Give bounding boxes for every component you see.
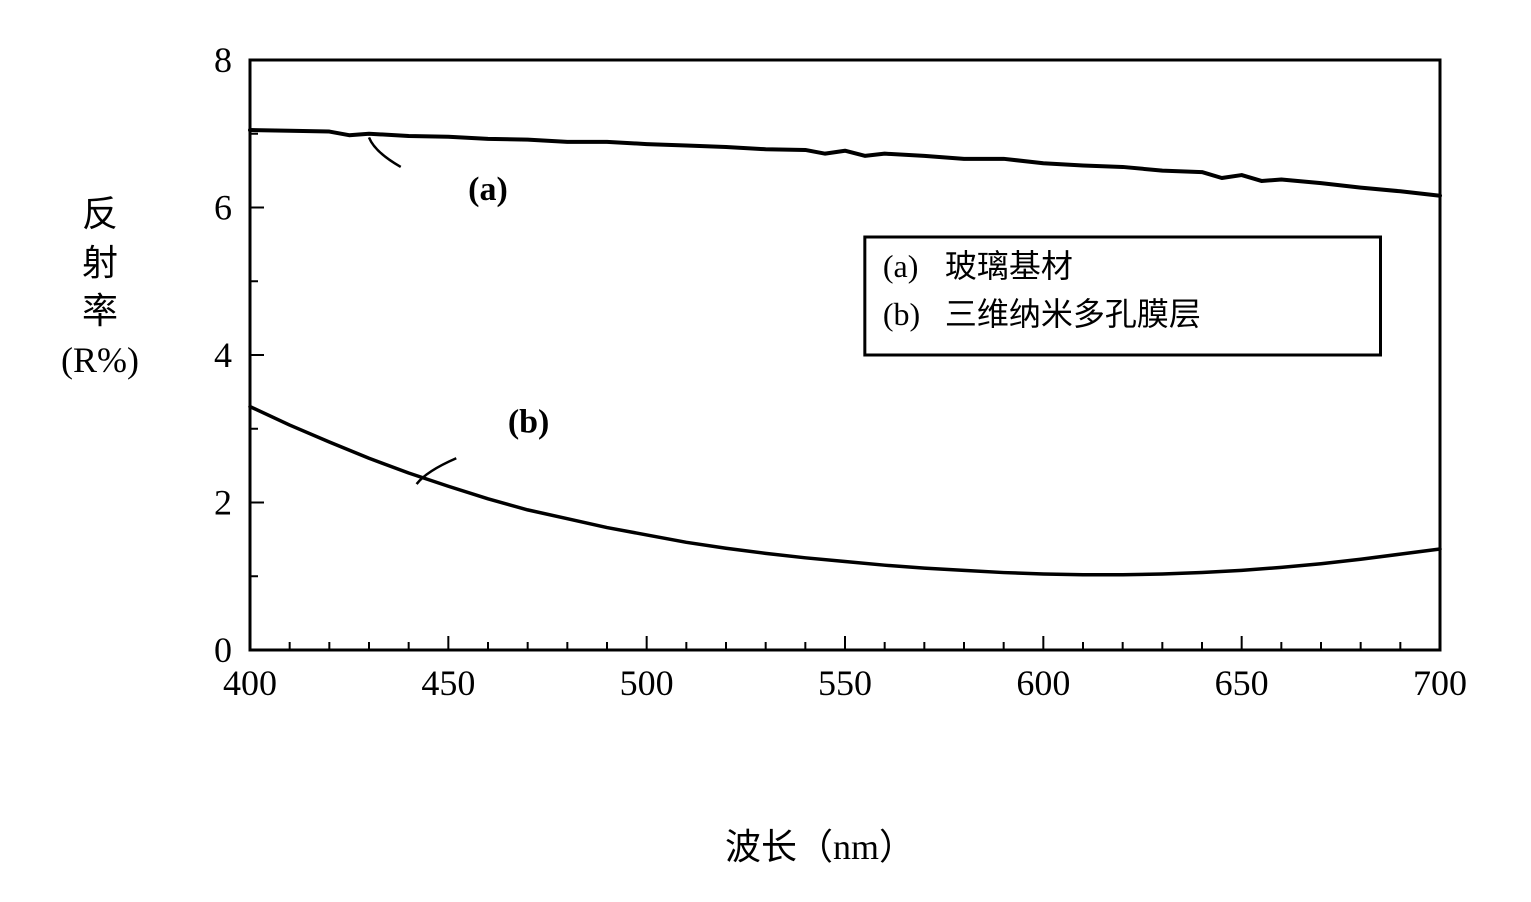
svg-text:(a): (a) (468, 171, 508, 208)
svg-text:550: 550 (818, 663, 872, 703)
svg-text:玻璃基材: 玻璃基材 (945, 248, 1073, 284)
x-axis-label: 波长（nm） (170, 818, 1470, 870)
x-axis-label-text: 波长（nm） (725, 827, 915, 867)
svg-text:600: 600 (1016, 663, 1070, 703)
svg-text:0: 0 (214, 630, 232, 670)
svg-text:700: 700 (1413, 663, 1467, 703)
y-axis-label-char: (R%) (40, 336, 160, 385)
svg-text:(a): (a) (883, 248, 919, 284)
svg-text:6: 6 (214, 188, 232, 228)
svg-text:2: 2 (214, 483, 232, 523)
y-axis-label-char: 射 (40, 239, 160, 288)
svg-text:(b): (b) (883, 296, 920, 332)
y-axis-label-char: 反 (40, 190, 160, 239)
svg-text:500: 500 (620, 663, 674, 703)
svg-text:(b): (b) (508, 403, 550, 440)
svg-text:三维纳米多孔膜层: 三维纳米多孔膜层 (945, 296, 1201, 332)
chart-svg: 40045050055060065070002468(a)(b)(a)玻璃基材(… (170, 40, 1470, 740)
y-axis-label: 反射率(R%) (40, 190, 160, 384)
y-axis-label-char: 率 (40, 287, 160, 336)
svg-text:4: 4 (214, 335, 232, 375)
svg-text:8: 8 (214, 40, 232, 80)
svg-text:650: 650 (1215, 663, 1269, 703)
reflectance-chart: 反射率(R%) 40045050055060065070002468(a)(b)… (40, 40, 1490, 860)
svg-text:450: 450 (421, 663, 475, 703)
